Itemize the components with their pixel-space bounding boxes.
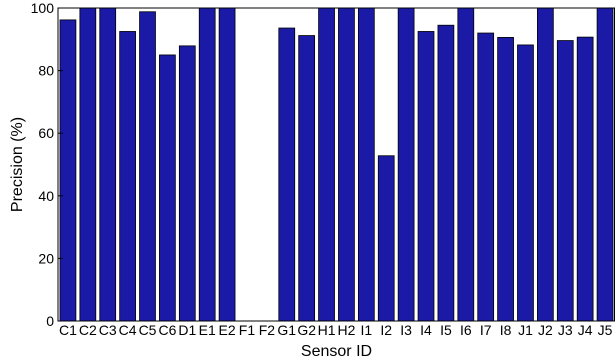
bar-d1 (178, 45, 196, 322)
bar-c4 (119, 31, 136, 322)
x-axis-label: Sensor ID (301, 343, 372, 360)
bar-i4 (417, 31, 435, 322)
bar-c5 (139, 11, 156, 322)
x-tick-label-j1: J1 (518, 322, 533, 338)
y-axis-ticks: 0 20 40 60 80 100 (31, 0, 63, 329)
bar-i1 (357, 7, 375, 322)
x-tick-label-h1: H1 (318, 322, 336, 338)
bar-i2 (377, 155, 395, 322)
x-tick-label-e2: E2 (219, 322, 236, 338)
bar-j1 (517, 44, 534, 322)
x-tick-label-i7: I7 (480, 322, 492, 338)
x-tick-label-i4: I4 (420, 322, 432, 338)
x-tick-label-d1: D1 (178, 322, 196, 338)
bar-j5 (596, 7, 614, 322)
x-tick-label-g2: G2 (297, 322, 316, 338)
x-tick-label-f2: F2 (259, 322, 276, 338)
bar-c6 (159, 54, 176, 322)
x-tick-label-j2: J2 (538, 322, 553, 338)
y-axis-label: Precision (%) (9, 117, 26, 212)
x-tick-label-c2: C2 (79, 322, 97, 338)
x-tick-label-g1: G1 (277, 322, 296, 338)
bar-c3 (99, 7, 117, 322)
bar-j3 (556, 40, 574, 322)
x-tick-label-c1: C1 (59, 322, 77, 338)
x-tick-label-c3: C3 (99, 322, 117, 338)
bar-h1 (318, 7, 335, 322)
bar-e2 (218, 7, 236, 322)
bar-c2 (79, 7, 97, 322)
y-tick-label-20: 20 (38, 250, 54, 266)
bar-i7 (477, 32, 495, 322)
x-tick-label-i1: I1 (360, 322, 372, 338)
x-tick-label-j5: J5 (598, 322, 613, 338)
bar-e1 (198, 7, 216, 322)
x-tick-label-c5: C5 (139, 322, 157, 338)
bar-j4 (576, 36, 594, 322)
x-tick-label-i3: I3 (400, 322, 412, 338)
bar-h2 (338, 7, 355, 322)
bar-i6 (457, 7, 475, 322)
x-axis-ticks: C1 C2 C3 C4 C5 C6 D1 E1 E2 F1 F2 G1 G2 H1 H2 I1 I2 I3 I4 I5… (59, 322, 613, 338)
y-tick-label-80: 80 (38, 63, 54, 79)
bar-g2 (298, 35, 316, 322)
bars-group (59, 7, 614, 322)
x-tick-label-c4: C4 (119, 322, 137, 338)
x-tick-label-i8: I8 (500, 322, 512, 338)
x-tick-label-j4: J4 (578, 322, 593, 338)
bar-i5 (437, 24, 455, 322)
bar-i3 (397, 7, 415, 322)
x-tick-label-f1: F1 (239, 322, 256, 338)
x-tick-label-c6: C6 (158, 322, 176, 338)
x-tick-label-i6: I6 (460, 322, 472, 338)
x-tick-label-h2: H2 (337, 322, 355, 338)
y-tick-label-40: 40 (38, 188, 54, 204)
bar-c1 (59, 19, 77, 322)
bar-j2 (537, 7, 554, 322)
x-tick-label-e1: E1 (199, 322, 216, 338)
y-tick-label-100: 100 (31, 0, 55, 16)
x-tick-label-i2: I2 (380, 322, 392, 338)
y-tick-label-60: 60 (38, 125, 54, 141)
y-tick-label-0: 0 (46, 313, 54, 329)
bar-i8 (497, 37, 514, 322)
bar-g1 (278, 27, 296, 322)
x-tick-label-i5: I5 (440, 322, 452, 338)
x-tick-label-j3: J3 (558, 322, 573, 338)
